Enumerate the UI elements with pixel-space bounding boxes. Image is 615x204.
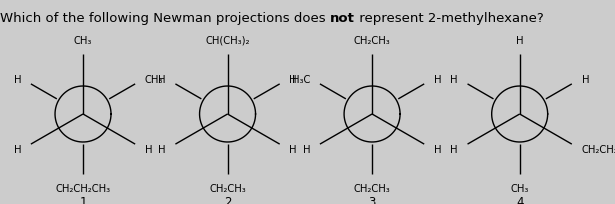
- Text: Which of the following Newman projections does: Which of the following Newman projection…: [0, 12, 330, 25]
- Text: CH₂CH₃: CH₂CH₃: [354, 183, 391, 193]
- Text: H₃C: H₃C: [292, 75, 310, 85]
- Text: CH₂CH₃: CH₂CH₃: [209, 183, 246, 193]
- Text: H: H: [450, 144, 458, 154]
- Text: H: H: [158, 75, 165, 85]
- Text: H: H: [290, 75, 297, 85]
- Text: H: H: [516, 35, 523, 45]
- Text: CH₂CH₂CH₃: CH₂CH₂CH₃: [55, 183, 111, 193]
- Text: represent 2-methylhexane?: represent 2-methylhexane?: [355, 12, 544, 25]
- Text: CH₃: CH₃: [145, 75, 163, 85]
- Text: 2: 2: [224, 195, 231, 204]
- Text: not: not: [330, 12, 355, 25]
- Text: H: H: [434, 75, 442, 85]
- Text: 4: 4: [516, 195, 523, 204]
- Text: H: H: [14, 75, 21, 85]
- Text: H: H: [434, 144, 442, 154]
- Text: H: H: [290, 144, 297, 154]
- Text: CH₂CH₂CH₂CH₃: CH₂CH₂CH₂CH₃: [582, 144, 615, 154]
- Text: CH₃: CH₃: [510, 183, 529, 193]
- Text: CH(CH₃)₂: CH(CH₃)₂: [205, 35, 250, 45]
- Text: CH₂CH₃: CH₂CH₃: [354, 35, 391, 45]
- Text: H: H: [158, 144, 165, 154]
- Text: H: H: [145, 144, 153, 154]
- Text: H: H: [582, 75, 589, 85]
- Text: H: H: [14, 144, 21, 154]
- Text: 1: 1: [79, 195, 87, 204]
- Text: H: H: [303, 144, 310, 154]
- Text: 3: 3: [368, 195, 376, 204]
- Text: CH₃: CH₃: [74, 35, 92, 45]
- Text: H: H: [450, 75, 458, 85]
